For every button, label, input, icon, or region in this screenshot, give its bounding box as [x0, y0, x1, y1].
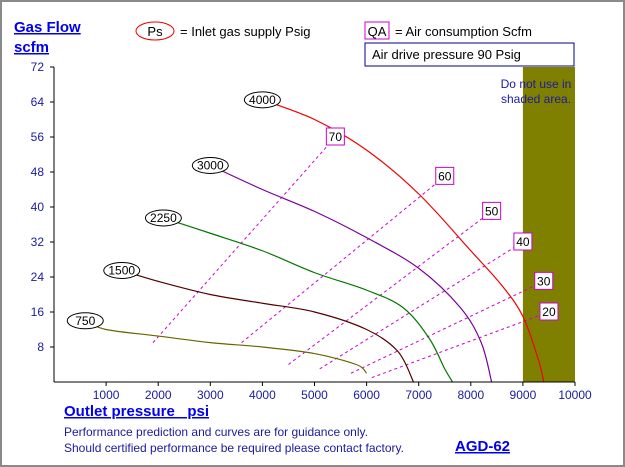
x-axis-title: Outlet pressure psi [64, 403, 209, 420]
x-tick-label: 8000 [457, 388, 484, 402]
qa-label-box-30 [534, 271, 554, 290]
ps-legend-text: = Inlet gas supply Psig [180, 24, 310, 39]
model-label: AGD-62 [455, 438, 510, 455]
qa-label-70: 70 [329, 130, 343, 144]
qa-label-40: 40 [516, 235, 530, 249]
y-tick-label: 48 [31, 165, 45, 179]
air-consumption-line-70 [152, 136, 336, 343]
curve-label-2250: 2250 [150, 211, 177, 225]
guidance-note-line1: Performance prediction and curves are fo… [64, 425, 368, 439]
x-tick-label: 6000 [353, 388, 380, 402]
x-tick-label: 4000 [249, 388, 276, 402]
x-tick-label: 10000 [558, 388, 592, 402]
air-consumption-line-40 [319, 241, 524, 370]
curve-ps-1500 [121, 269, 415, 383]
curve-label-ellipse-750 [66, 312, 104, 330]
qa-label-60: 60 [438, 169, 452, 183]
curve-label-4000: 4000 [249, 93, 276, 107]
x-tick-label: 9000 [510, 388, 537, 402]
curve-label-ellipse-2250 [144, 209, 182, 227]
qa-label-50: 50 [485, 204, 499, 218]
qa-label-box-70 [325, 127, 345, 146]
shaded-note-line1: Do not use in [501, 77, 572, 91]
ps-legend-symbol [135, 21, 175, 41]
qa-label-30: 30 [537, 274, 551, 288]
curve-label-ellipse-3000 [191, 156, 229, 174]
y-tick-label: 64 [31, 95, 45, 109]
curve-label-ellipse-4000 [243, 91, 281, 109]
x-tick-label: 7000 [405, 388, 432, 402]
air-consumption-line-60 [241, 175, 446, 344]
y-tick-label: 24 [31, 270, 45, 284]
y-tick-label: 32 [31, 235, 45, 249]
y-axis-title-line1: Gas Flow [14, 19, 81, 36]
y-tick-label: 16 [31, 305, 45, 319]
x-tick-label: 5000 [301, 388, 328, 402]
x-tick-label: 1000 [93, 388, 120, 402]
curve-label-3000: 3000 [197, 158, 224, 172]
ps-legend-symbol-text: Ps [147, 24, 163, 39]
qa-label-box-60 [435, 166, 455, 185]
shaded-area [522, 67, 575, 382]
qa-label-box-50 [482, 201, 502, 220]
y-tick-label: 72 [31, 60, 45, 74]
qa-label-box-40 [513, 232, 533, 251]
qa-label-box-20 [539, 302, 559, 321]
qa-legend-text: = Air consumption Scfm [395, 24, 532, 39]
air-drive-box [364, 42, 575, 67]
qa-legend-symbol [364, 21, 390, 40]
curve-ps-2250 [163, 217, 454, 383]
guidance-note-line2: Should certified performance be required… [64, 441, 404, 455]
curve-ps-750 [85, 320, 368, 374]
y-tick-label: 56 [31, 130, 45, 144]
air-consumption-line-20 [371, 311, 550, 379]
curve-label-ellipse-1500 [103, 261, 141, 279]
x-tick-label: 2000 [145, 388, 172, 402]
curve-ps-3000 [210, 164, 493, 383]
air-drive-text: Air drive pressure 90 Psig [372, 47, 521, 62]
curve-label-750: 750 [75, 314, 95, 328]
y-tick-label: 40 [31, 200, 45, 214]
shaded-note-line2: shaded area. [501, 92, 571, 106]
qa-label-20: 20 [542, 305, 556, 319]
x-tick-label: 3000 [197, 388, 224, 402]
curve-label-1500: 1500 [108, 263, 135, 277]
y-axis-title-line2: scfm [14, 39, 49, 56]
qa-legend-symbol-text: QA [368, 24, 387, 39]
y-tick-label: 8 [37, 340, 44, 354]
